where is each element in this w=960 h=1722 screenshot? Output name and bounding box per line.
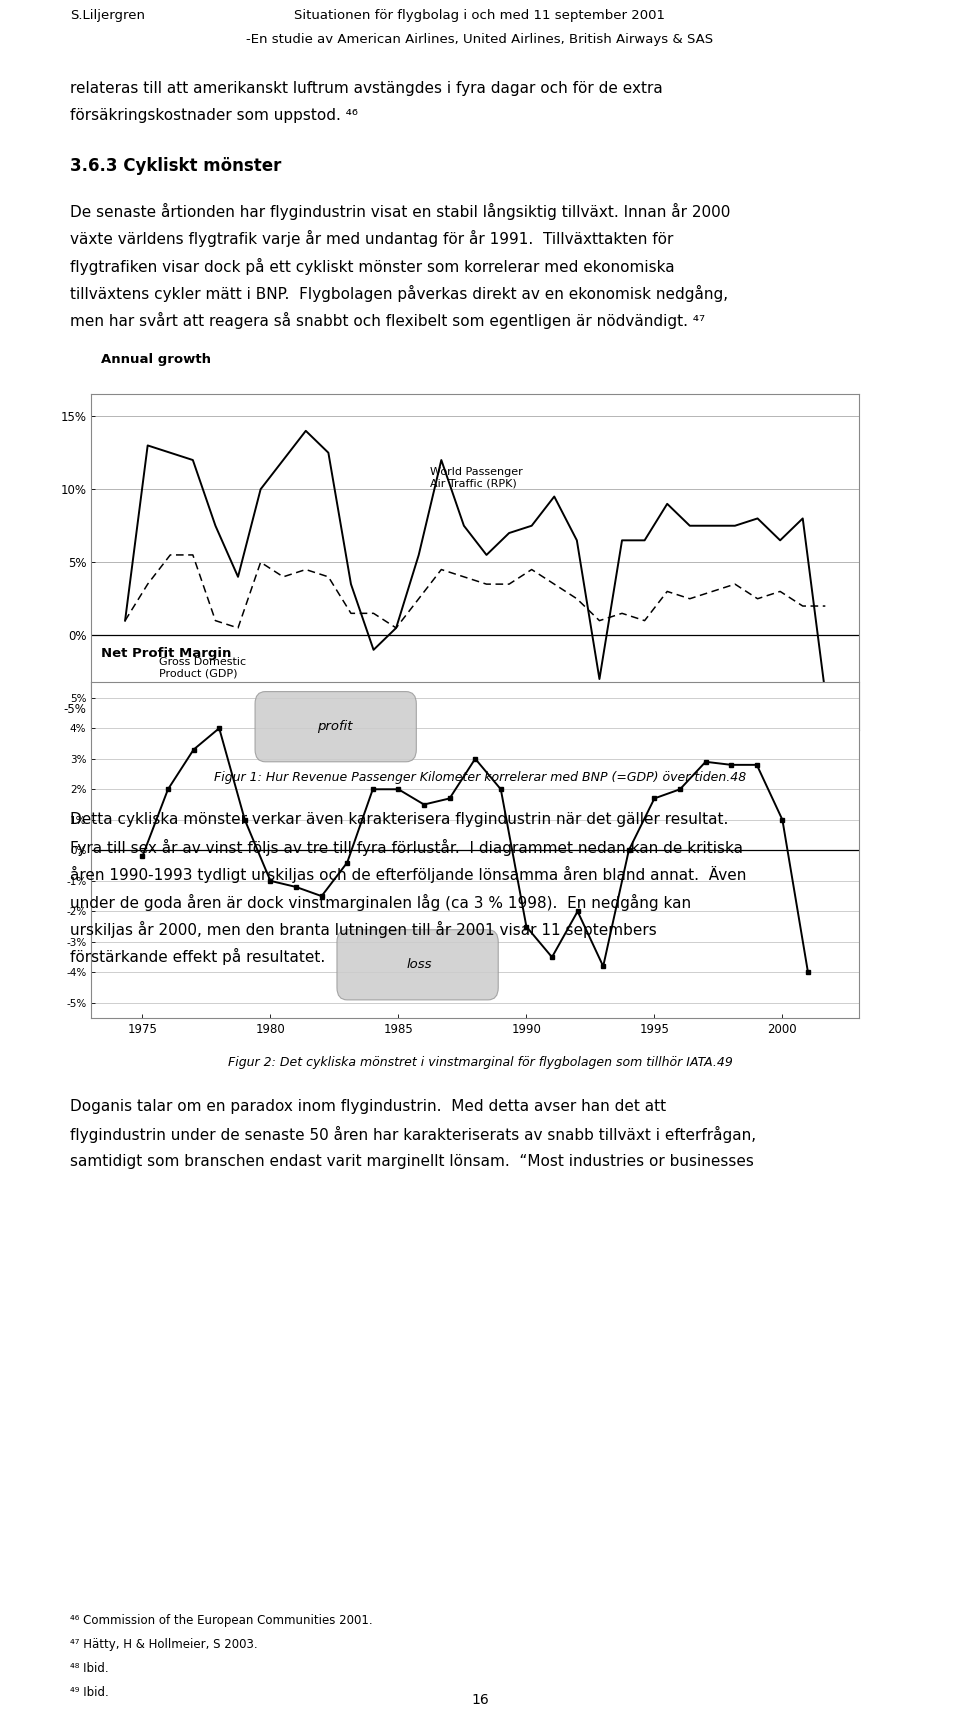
- Text: tillväxtens cykler mätt i BNP.  Flygbolagen påverkas direkt av en ekonomisk nedg: tillväxtens cykler mätt i BNP. Flygbolag…: [70, 284, 729, 301]
- Text: 3.6.3 Cykliskt mönster: 3.6.3 Cykliskt mönster: [70, 157, 281, 174]
- Text: -En studie av American Airlines, United Airlines, British Airways & SAS: -En studie av American Airlines, United …: [247, 33, 713, 46]
- Text: flygindustrin under de senaste 50 åren har karakteriserats av snabb tillväxt i e: flygindustrin under de senaste 50 åren h…: [70, 1126, 756, 1143]
- Text: S.Liljergren: S.Liljergren: [70, 9, 145, 22]
- Text: Fyra till sex år av vinst följs av tre till fyra förlustår.  I diagrammet nedan : Fyra till sex år av vinst följs av tre t…: [70, 839, 743, 856]
- Text: ⁴⁶ Commission of the European Communities 2001.: ⁴⁶ Commission of the European Communitie…: [70, 1614, 372, 1627]
- Text: men har svårt att reagera så snabbt och flexibelt som egentligen är nödvändigt. : men har svårt att reagera så snabbt och …: [70, 312, 706, 329]
- Text: växte världens flygtrafik varje år med undantag för år 1991.  Tillväxttakten för: växte världens flygtrafik varje år med u…: [70, 231, 674, 248]
- Text: Net Profit Margin: Net Profit Margin: [101, 647, 231, 660]
- Text: försäkringskostnader som uppstod. ⁴⁶: försäkringskostnader som uppstod. ⁴⁶: [70, 107, 358, 122]
- Text: åren 1990-1993 tydligt urskiljas och de efterföljande lönsamma åren bland annat.: åren 1990-1993 tydligt urskiljas och de …: [70, 866, 747, 883]
- Text: urskiljas år 2000, men den branta lutningen till år 2001 visar 11 septembers: urskiljas år 2000, men den branta lutnin…: [70, 921, 657, 938]
- Text: ⁴⁹ Ibid.: ⁴⁹ Ibid.: [70, 1686, 108, 1700]
- Text: 16: 16: [471, 1693, 489, 1708]
- Text: relateras till att amerikanskt luftrum avstängdes i fyra dagar och för de extra: relateras till att amerikanskt luftrum a…: [70, 81, 662, 96]
- Text: Annual growth: Annual growth: [101, 353, 211, 367]
- FancyBboxPatch shape: [337, 930, 498, 1000]
- Text: samtidigt som branschen endast varit marginellt lönsam.  “Most industries or bus: samtidigt som branschen endast varit mar…: [70, 1154, 754, 1169]
- Text: Figur 2: Det cykliska mönstret i vinstmarginal för flygbolagen som tillhör IATA.: Figur 2: Det cykliska mönstret i vinstma…: [228, 1056, 732, 1069]
- Text: ⁴⁸ Ibid.: ⁴⁸ Ibid.: [70, 1662, 108, 1676]
- Text: Situationen för flygbolag i och med 11 september 2001: Situationen för flygbolag i och med 11 s…: [295, 9, 665, 22]
- Text: De senaste årtionden har flygindustrin visat en stabil långsiktig tillväxt. Inna: De senaste årtionden har flygindustrin v…: [70, 203, 731, 220]
- Text: profit: profit: [317, 720, 352, 734]
- Text: Gross Domestic
Product (GDP): Gross Domestic Product (GDP): [159, 658, 246, 678]
- Text: förstärkande effekt på resultatet.: förstärkande effekt på resultatet.: [70, 949, 325, 964]
- Text: under de goda åren är dock vinstmarginalen låg (ca 3 % 1998).  En nedgång kan: under de goda åren är dock vinstmarginal…: [70, 894, 691, 911]
- Text: loss: loss: [406, 959, 432, 971]
- Text: ⁴⁷ Hätty, H & Hollmeier, S 2003.: ⁴⁷ Hätty, H & Hollmeier, S 2003.: [70, 1638, 257, 1651]
- Text: flygtrafiken visar dock på ett cykliskt mönster som korrelerar med ekonomiska: flygtrafiken visar dock på ett cykliskt …: [70, 258, 675, 274]
- Text: Doganis talar om en paradox inom flygindustrin.  Med detta avser han det att: Doganis talar om en paradox inom flygind…: [70, 1099, 666, 1114]
- Text: Figur 1: Hur Revenue Passenger Kilometer korrelerar med BNP (=GDP) över tiden.48: Figur 1: Hur Revenue Passenger Kilometer…: [214, 771, 746, 784]
- Text: Detta cykliska mönster verkar även karakterisera flygindustrin när det gäller re: Detta cykliska mönster verkar även karak…: [70, 813, 729, 827]
- FancyBboxPatch shape: [255, 692, 417, 761]
- Text: World Passenger
Air Traffic (RPK): World Passenger Air Traffic (RPK): [430, 467, 523, 489]
